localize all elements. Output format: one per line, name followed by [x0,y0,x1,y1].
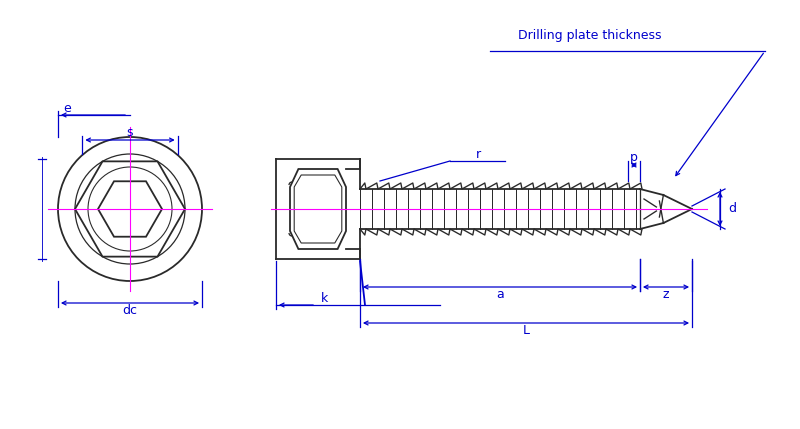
Text: a: a [496,287,504,300]
Text: k: k [321,293,328,305]
Text: p: p [630,151,638,164]
Text: s: s [126,127,134,139]
Text: Drilling plate thickness: Drilling plate thickness [518,28,662,42]
Text: d: d [728,202,736,215]
Text: z: z [662,287,670,300]
Text: r: r [475,148,481,161]
Text: L: L [522,323,530,336]
Text: e: e [63,103,70,115]
Text: dc: dc [122,303,138,317]
